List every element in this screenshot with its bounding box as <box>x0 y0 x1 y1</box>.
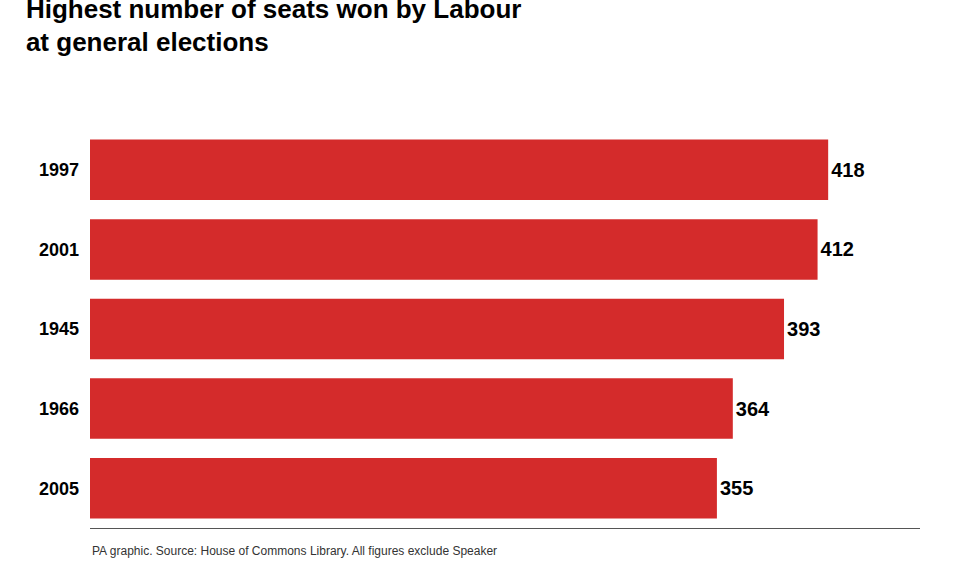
svg-text:1997: 1997 <box>39 160 79 180</box>
svg-text:PA graphic. Source: House of C: PA graphic. Source: House of Commons Lib… <box>92 544 497 558</box>
svg-text:2005: 2005 <box>39 479 79 499</box>
svg-text:1966: 1966 <box>39 399 79 419</box>
svg-text:393: 393 <box>787 318 820 340</box>
svg-text:418: 418 <box>831 159 864 181</box>
svg-text:412: 412 <box>821 238 854 260</box>
svg-text:Highest number of seats won by: Highest number of seats won by Labourat … <box>26 0 521 57</box>
svg-text:355: 355 <box>720 477 753 499</box>
svg-text:364: 364 <box>736 398 770 420</box>
svg-text:2001: 2001 <box>39 240 79 260</box>
svg-text:1945: 1945 <box>39 319 79 339</box>
